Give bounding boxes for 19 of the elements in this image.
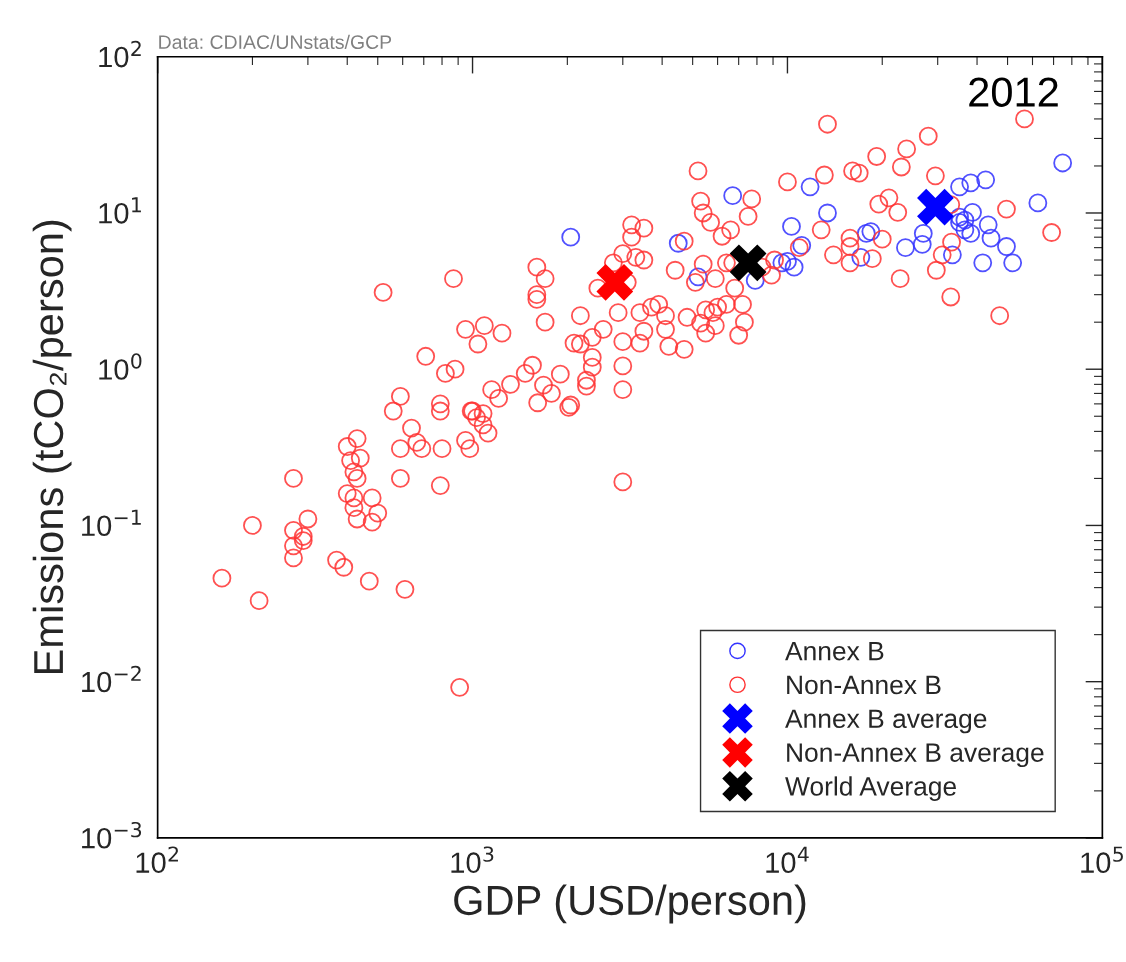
x-tick-label: 10$^{5}$: [1081, 846, 1123, 874]
annotation: 2012: [969, 77, 1058, 107]
y-tick-label: 10$^{2}$: [99, 40, 141, 68]
legend-label: Non-Annex B average: [787, 743, 1044, 768]
y-tick-label: 10$^{−1}$: [82, 509, 141, 537]
x-tick-label: 10$^{4}$: [766, 846, 809, 874]
x-tick-label: 10$^{2}$: [136, 846, 178, 873]
legend-label: Annex B: [785, 641, 884, 661]
y-tick-label: 10$^{1}$: [99, 197, 141, 224]
text: Data: CDIAC/UNstats/GCP: [159, 34, 392, 50]
x-axis-title: GDP (USD/person): [454, 884, 806, 924]
y-tick-label: 10$^{−3}$: [82, 821, 142, 849]
x-tick-label: 10$^{3}$: [451, 846, 494, 873]
y-tick-label: 10$^{−2}$: [82, 665, 141, 693]
y-axis-title: Emissions (tCO₂/person): [32, 220, 72, 674]
legend-label: Annex B average: [785, 709, 987, 734]
legend-label: Non-Annex B: [787, 675, 941, 695]
y-tick-label: 10$^{0}$: [99, 353, 142, 380]
legend-label: World Average: [785, 776, 956, 801]
